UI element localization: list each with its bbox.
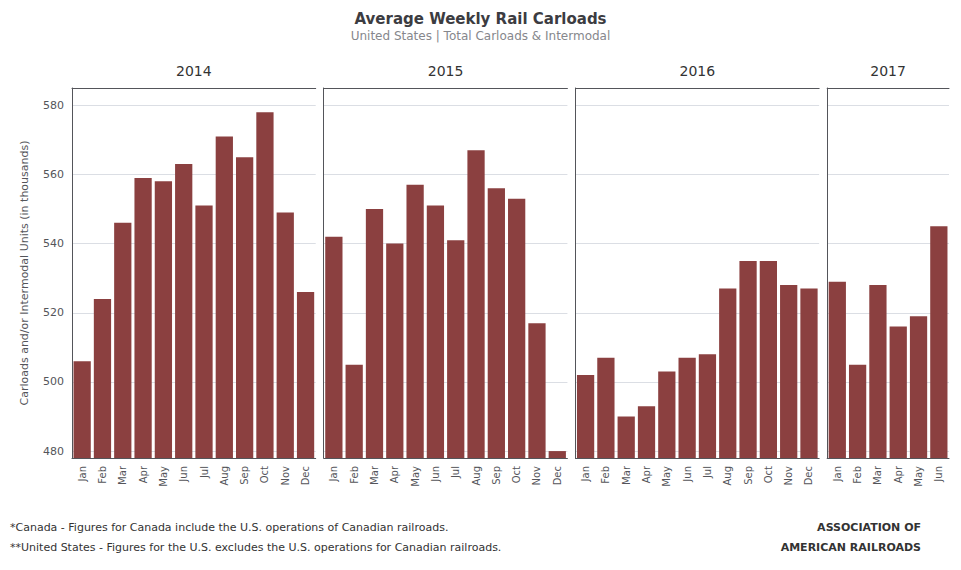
svg-text:Dec: Dec: [552, 466, 563, 485]
svg-text:United States | Total Carloads: United States | Total Carloads & Intermo…: [351, 29, 611, 43]
svg-text:May: May: [661, 466, 672, 487]
svg-text:2014: 2014: [176, 63, 212, 79]
svg-text:*Canada - Figures for Canada i: *Canada - Figures for Canada include the…: [10, 521, 448, 534]
svg-text:Jun: Jun: [682, 466, 693, 483]
svg-text:Oct: Oct: [763, 466, 774, 483]
svg-text:480: 480: [43, 445, 64, 458]
svg-text:Jan: Jan: [328, 466, 339, 482]
svg-text:500: 500: [43, 375, 64, 388]
svg-text:Feb: Feb: [600, 466, 611, 484]
svg-text:Sep: Sep: [743, 466, 754, 485]
svg-text:ASSOCIATION OF: ASSOCIATION OF: [817, 521, 921, 534]
svg-text:Nov: Nov: [783, 466, 794, 486]
svg-text:2016: 2016: [679, 63, 715, 79]
svg-text:May: May: [913, 466, 924, 487]
svg-text:Nov: Nov: [280, 466, 291, 486]
svg-text:Oct: Oct: [259, 466, 270, 483]
svg-text:Aug: Aug: [722, 466, 733, 486]
svg-text:2015: 2015: [428, 63, 464, 79]
svg-text:Apr: Apr: [138, 465, 149, 483]
svg-text:Oct: Oct: [511, 466, 522, 483]
svg-text:2017: 2017: [870, 63, 906, 79]
svg-text:Jul: Jul: [450, 466, 461, 479]
svg-text:Jun: Jun: [178, 466, 189, 483]
svg-text:Mar: Mar: [872, 465, 883, 485]
svg-text:Feb: Feb: [852, 466, 863, 484]
svg-text:May: May: [410, 466, 421, 487]
svg-text:Jun: Jun: [933, 466, 944, 483]
svg-text:Dec: Dec: [803, 466, 814, 485]
svg-text:Aug: Aug: [471, 466, 482, 486]
svg-text:Feb: Feb: [97, 466, 108, 484]
svg-text:520: 520: [43, 306, 64, 319]
svg-text:Apr: Apr: [389, 465, 400, 483]
svg-text:Carloads and/or Intermodal Uni: Carloads and/or Intermodal Units (in tho…: [18, 140, 31, 405]
svg-text:Nov: Nov: [531, 466, 542, 486]
svg-text:Mar: Mar: [117, 465, 128, 485]
svg-text:Jan: Jan: [580, 466, 591, 482]
svg-text:Sep: Sep: [239, 466, 250, 485]
svg-text:Jan: Jan: [832, 466, 843, 482]
svg-text:Mar: Mar: [369, 465, 380, 485]
svg-text:Feb: Feb: [349, 466, 360, 484]
svg-text:Jun: Jun: [430, 466, 441, 483]
svg-text:540: 540: [43, 237, 64, 250]
svg-text:Average Weekly Rail Carloads: Average Weekly Rail Carloads: [354, 10, 606, 28]
svg-text:Dec: Dec: [300, 466, 311, 485]
svg-text:Sep: Sep: [491, 466, 502, 485]
svg-text:Jan: Jan: [77, 466, 88, 482]
svg-text:**United States - Figures for: **United States - Figures for the U.S. e…: [10, 541, 501, 554]
svg-text:May: May: [158, 466, 169, 487]
svg-text:Apr: Apr: [641, 465, 652, 483]
svg-text:580: 580: [43, 99, 64, 112]
svg-text:560: 560: [43, 168, 64, 181]
svg-text:Apr: Apr: [893, 465, 904, 483]
svg-text:Jul: Jul: [199, 466, 210, 479]
svg-text:Mar: Mar: [621, 465, 632, 485]
svg-text:Aug: Aug: [219, 466, 230, 486]
svg-text:AMERICAN RAILROADS: AMERICAN RAILROADS: [781, 541, 921, 554]
svg-text:Jul: Jul: [702, 466, 713, 479]
